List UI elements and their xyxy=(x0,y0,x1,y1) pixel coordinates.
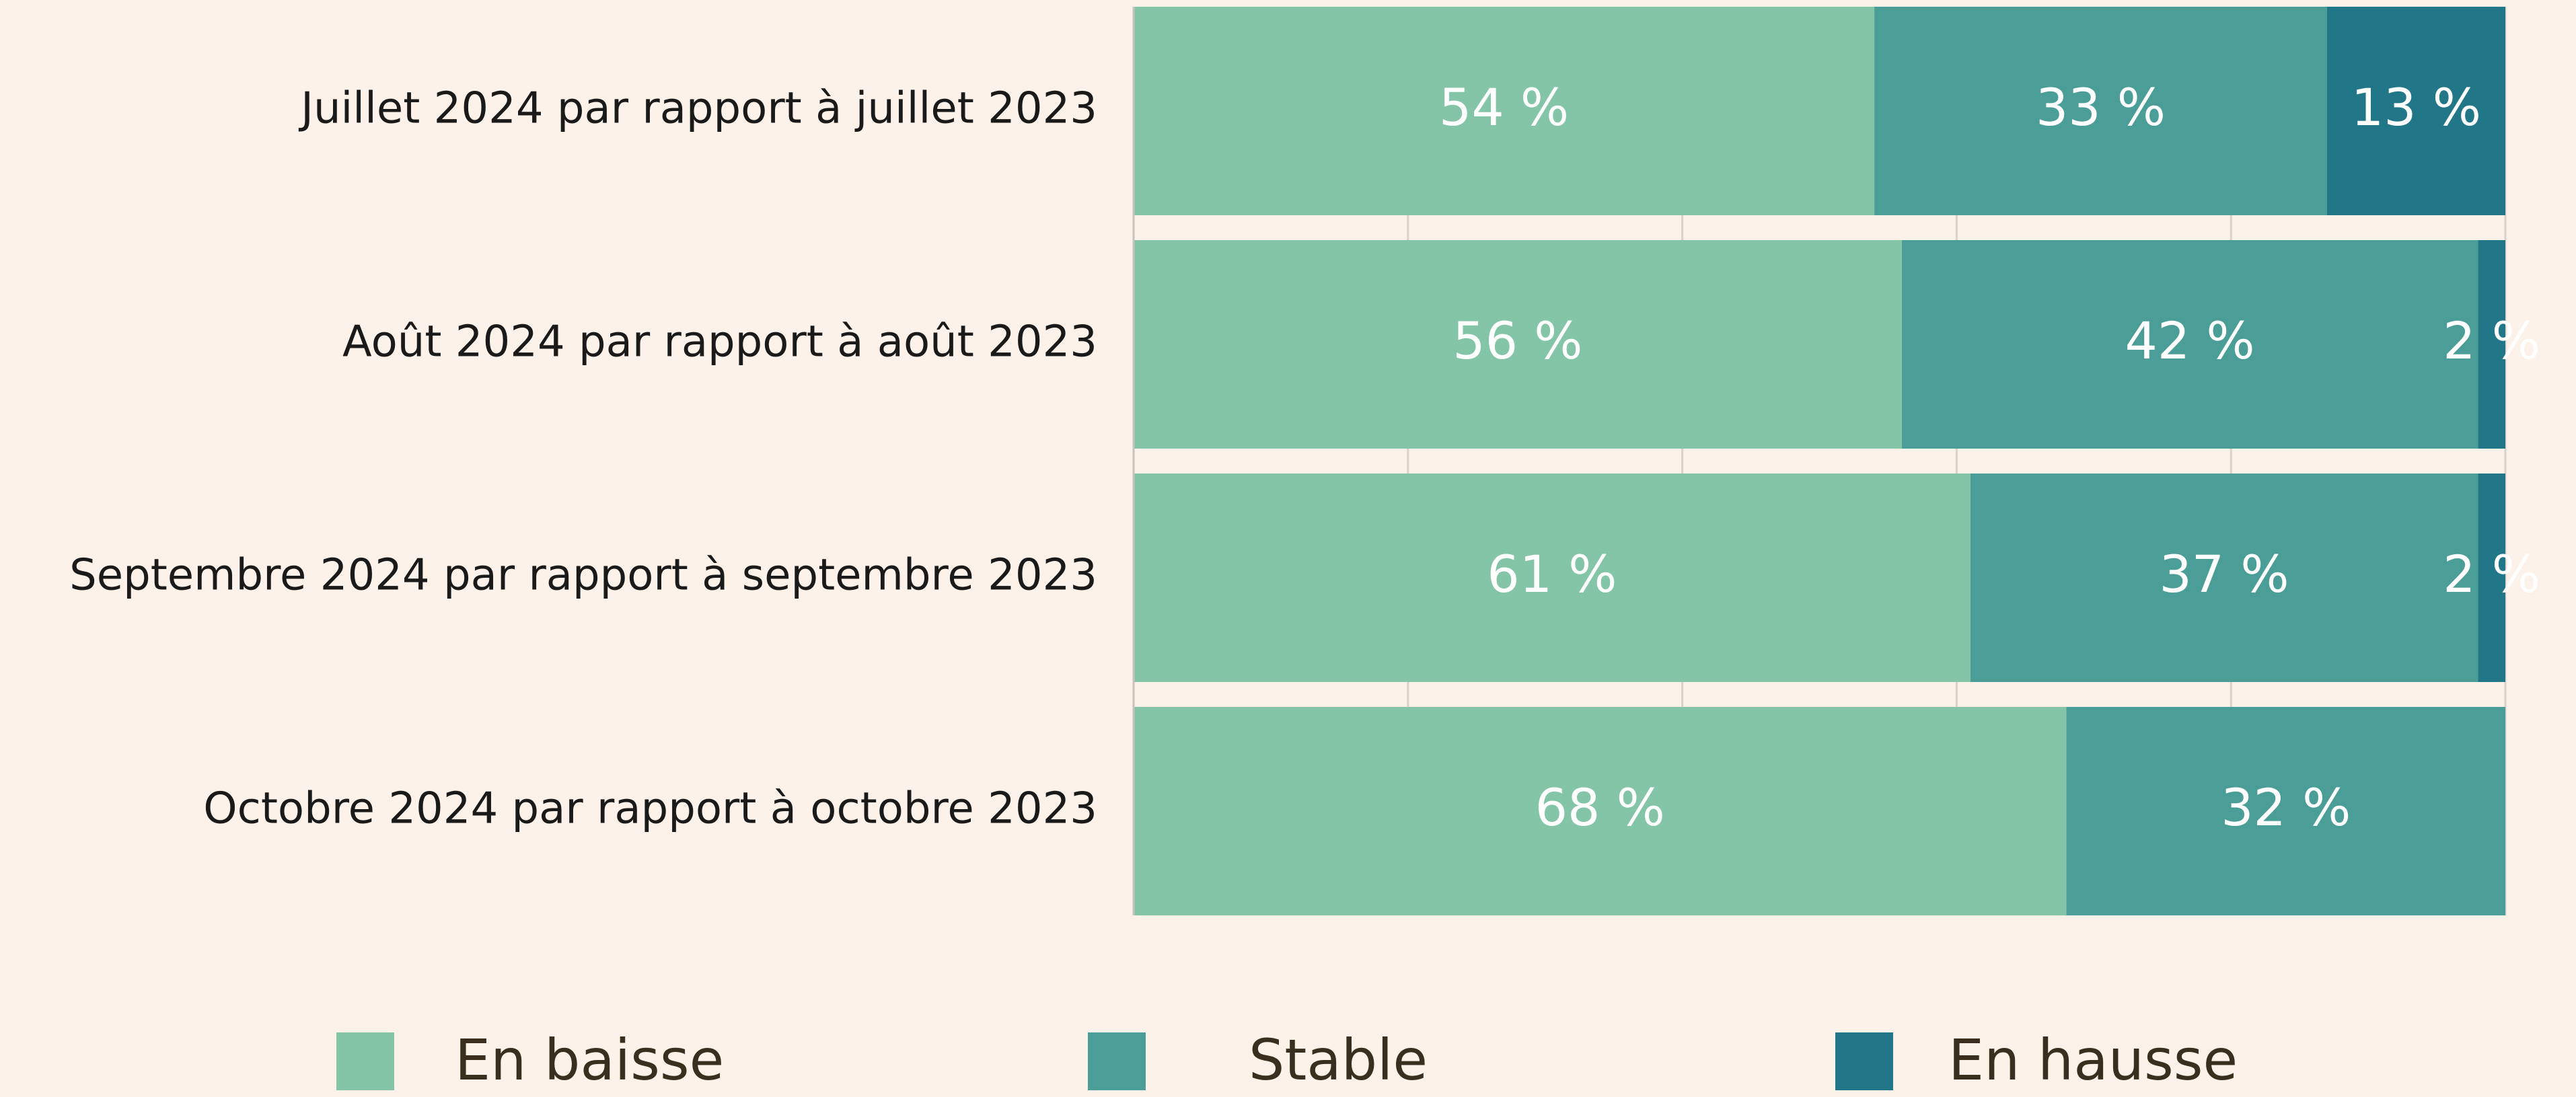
data-label: 32 % xyxy=(2221,778,2351,837)
bar-segment xyxy=(1134,7,1875,215)
data-label: 54 % xyxy=(1439,77,1569,137)
bar-segment xyxy=(1134,240,1902,449)
data-label: 56 % xyxy=(1452,311,1582,371)
data-label: 61 % xyxy=(1487,544,1617,604)
bar-segment xyxy=(2326,7,2505,215)
category-label: Juillet 2024 par rapport à juillet 2023 xyxy=(298,84,1097,134)
bar-segment xyxy=(1970,474,2478,682)
data-label: 42 % xyxy=(2125,311,2254,371)
bar-segment xyxy=(1874,7,2327,215)
bar-segment xyxy=(1134,474,1971,682)
bar-segment xyxy=(2066,707,2505,915)
bar-segment xyxy=(2478,240,2505,449)
legend-label: Stable xyxy=(1249,1027,1428,1093)
legend-swatch xyxy=(336,1032,394,1090)
category-label: Octobre 2024 par rapport à octobre 2023 xyxy=(203,784,1097,834)
legend-swatch xyxy=(1088,1032,1146,1090)
legend-label: En hausse xyxy=(1948,1027,2238,1093)
legend-swatch xyxy=(1835,1032,1893,1090)
legend-label: En baisse xyxy=(455,1027,724,1093)
data-label: 2 % xyxy=(2443,311,2540,371)
data-label: 2 % xyxy=(2443,544,2540,604)
bar-segment xyxy=(2478,474,2505,682)
category-label: Septembre 2024 par rapport à septembre 2… xyxy=(69,551,1097,601)
data-label: 37 % xyxy=(2159,544,2289,604)
bar-segment xyxy=(1901,240,2478,449)
data-label: 13 % xyxy=(2351,77,2481,137)
data-label: 68 % xyxy=(1535,778,1665,837)
category-label: Août 2024 par rapport à août 2023 xyxy=(342,317,1097,367)
bar-segment xyxy=(1134,707,2067,915)
data-label: 33 % xyxy=(2036,77,2166,137)
